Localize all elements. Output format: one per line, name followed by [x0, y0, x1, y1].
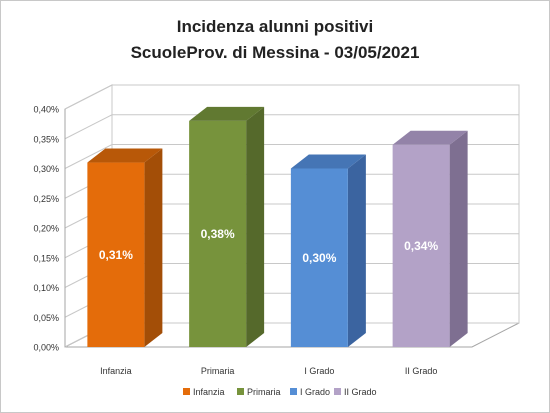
- y-tick-label: 0,05%: [33, 313, 59, 323]
- legend-swatch: [183, 388, 190, 395]
- bar-ii-grado: 0,34%: [392, 130, 468, 347]
- legend-item: II Grado: [334, 387, 377, 397]
- chart-title-line-1: Incidenza alunni positivi: [176, 17, 374, 36]
- bar-side: [144, 148, 163, 347]
- data-label: 0,38%: [201, 227, 235, 241]
- data-label: 0,34%: [404, 239, 438, 253]
- legend-label: II Grado: [344, 387, 377, 397]
- legend-item: Primaria: [237, 387, 281, 397]
- y-tick-label: 0,20%: [33, 224, 59, 234]
- bars: 0,31% 0,38% 0,30% 0,34%: [87, 106, 468, 348]
- chart-title-line-2: ScuoleProv. di Messina - 03/05/2021: [130, 43, 420, 62]
- x-axis: Infanzia Primaria I Grado II Grado: [100, 366, 437, 376]
- bar-side: [449, 130, 468, 347]
- bar-top: [189, 106, 265, 121]
- legend-label: Infanzia: [193, 387, 225, 397]
- y-axis: 0,00% 0,05% 0,10% 0,15% 0,20% 0,25% 0,30% 0,35%…: [33, 105, 66, 353]
- gridline: [64, 114, 519, 140]
- bar-primaria: 0,38%: [189, 106, 265, 348]
- bar-front: [392, 144, 450, 347]
- legend-item: Infanzia: [183, 387, 225, 397]
- bar-infanzia: 0,31%: [87, 148, 163, 347]
- bar-top: [87, 148, 163, 163]
- y-tick-label: 0,15%: [33, 253, 59, 263]
- y-tick-label: 0,35%: [33, 134, 59, 144]
- bar-i-grado: 0,30%: [290, 154, 366, 347]
- bar-front: [87, 162, 145, 347]
- legend-swatch: [334, 388, 341, 395]
- legend-item: I Grado: [290, 387, 330, 397]
- bar-top: [290, 154, 366, 169]
- bar-front: [189, 120, 247, 348]
- legend-label: I Grado: [300, 387, 330, 397]
- gridline: [64, 144, 519, 169]
- y-tick-label: 0,40%: [33, 105, 59, 115]
- legend-label: Primaria: [247, 387, 281, 397]
- bar-front: [290, 168, 348, 347]
- legend: Infanzia Primaria I Grado II Grado: [183, 387, 377, 397]
- y-tick-label: 0,25%: [33, 194, 59, 204]
- data-label: 0,31%: [99, 248, 133, 262]
- data-label: 0,30%: [302, 251, 336, 265]
- y-tick-label: 0,10%: [33, 283, 59, 293]
- y-tick-label: 0,30%: [33, 164, 59, 174]
- x-tick-label: II Grado: [405, 366, 438, 376]
- bar-side: [347, 154, 366, 347]
- x-tick-label: Infanzia: [100, 366, 132, 376]
- legend-swatch: [290, 388, 297, 395]
- x-tick-label: I Grado: [304, 366, 334, 376]
- bar-side: [246, 106, 265, 348]
- bar-top: [392, 130, 468, 145]
- legend-swatch: [237, 388, 244, 395]
- x-tick-label: Primaria: [201, 366, 235, 376]
- gridline: [64, 84, 519, 110]
- y-tick-label: 0,00%: [33, 343, 59, 353]
